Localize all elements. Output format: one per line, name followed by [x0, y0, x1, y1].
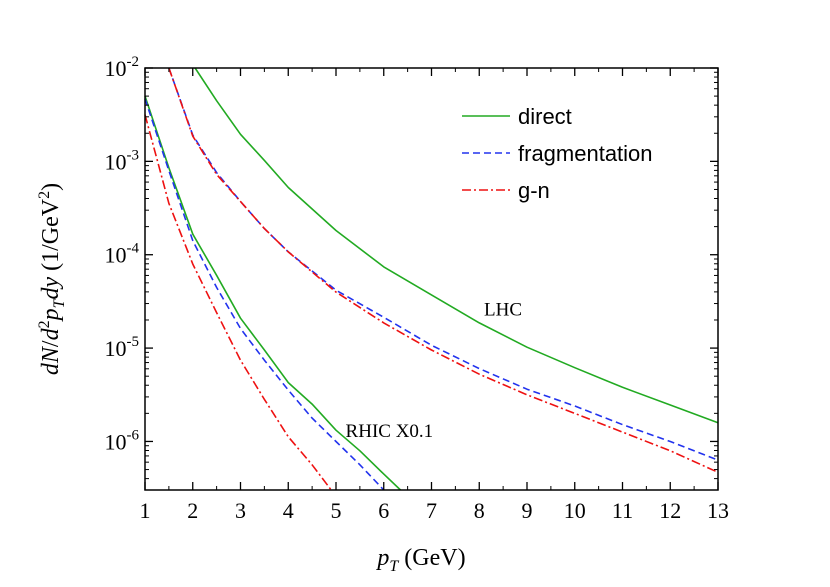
legend-label-g-n: g-n — [518, 178, 550, 203]
y-tick-label: 10-6 — [105, 427, 140, 454]
x-tick-label: 11 — [612, 498, 633, 523]
x-tick-label: 5 — [331, 498, 342, 523]
x-tick-label: 13 — [707, 498, 729, 523]
annotation-lhc: LHC — [484, 299, 522, 320]
series-line-lhc-fragmentation — [168, 67, 719, 461]
x-tick-label: 3 — [235, 498, 246, 523]
x-tick-label: 9 — [522, 498, 533, 523]
x-tick-label: 12 — [659, 498, 681, 523]
series-line-rhic-direct — [144, 95, 402, 491]
x-tick-label: 6 — [378, 498, 389, 523]
y-axis-title: dN/d2pTdy (1/GeV2) — [36, 183, 68, 375]
x-tick-label: 2 — [187, 498, 198, 523]
x-tick-label: 10 — [564, 498, 586, 523]
x-tick-label: 4 — [283, 498, 294, 523]
x-tick-label: 7 — [426, 498, 437, 523]
annotations: LHC RHIC X0.1 — [346, 299, 522, 441]
y-tick-label: 10-3 — [105, 147, 140, 174]
x-tick-label: 1 — [140, 498, 151, 523]
series-line-rhic-fragmentation — [144, 98, 385, 491]
series-line-rhic-g-n — [144, 114, 332, 491]
series-line-lhc-direct — [194, 67, 719, 424]
series-layer — [144, 67, 719, 491]
legend: direct fragmentation g-n — [462, 104, 653, 203]
legend-label-fragmentation: fragmentation — [518, 141, 653, 166]
y-tick-label: 10-5 — [105, 334, 140, 361]
legend-label-direct: direct — [518, 104, 572, 129]
series-line-lhc-g-n — [168, 67, 719, 474]
x-tick-label: 8 — [474, 498, 485, 523]
annotation-rhic: RHIC X0.1 — [346, 421, 434, 442]
y-tick-label: 10-4 — [105, 241, 140, 268]
x-axis-title: pT (GeV) — [375, 545, 465, 575]
y-tick-label: 10-2 — [105, 54, 140, 81]
